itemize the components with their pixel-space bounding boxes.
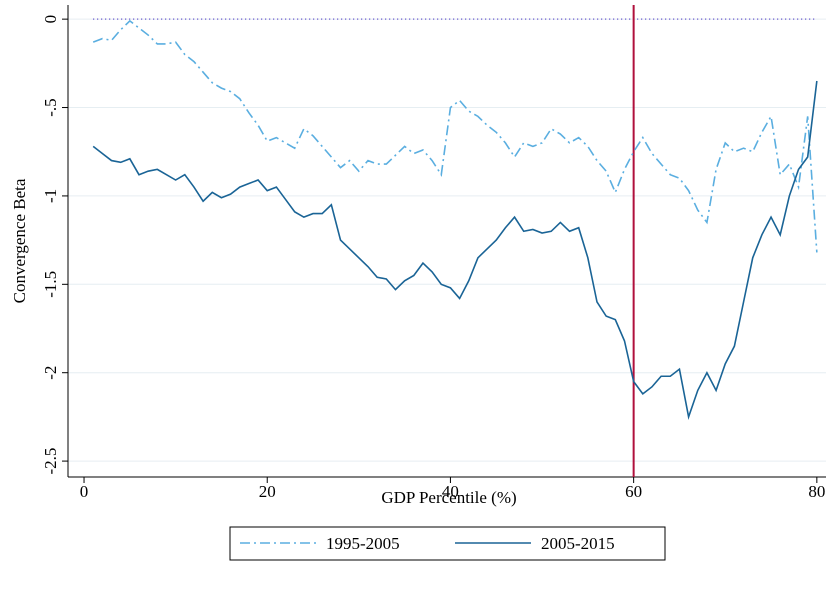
y-tick-label: -2.5 bbox=[41, 448, 60, 475]
legend-label: 2005-2015 bbox=[541, 534, 615, 553]
y-axis-label: Convergence Beta bbox=[10, 178, 29, 303]
series-line bbox=[92, 80, 818, 420]
x-tick-label: 20 bbox=[259, 482, 276, 501]
x-tick-label: 80 bbox=[808, 482, 825, 501]
series-line bbox=[92, 19, 818, 253]
y-tick-label: 0 bbox=[41, 15, 60, 24]
legend-box bbox=[229, 526, 666, 561]
legend-label: 1995-2005 bbox=[326, 534, 400, 553]
y-tick-label: -1.5 bbox=[41, 271, 60, 298]
x-tick-label: 40 bbox=[442, 482, 459, 501]
x-tick-label: 60 bbox=[625, 482, 642, 501]
x-axis-label: GDP Percentile (%) bbox=[381, 488, 516, 507]
x-tick-label: 0 bbox=[80, 482, 89, 501]
y-tick-label: -2 bbox=[41, 366, 60, 380]
y-tick-label: -1 bbox=[41, 189, 60, 203]
y-tick-label: -.5 bbox=[41, 98, 60, 116]
